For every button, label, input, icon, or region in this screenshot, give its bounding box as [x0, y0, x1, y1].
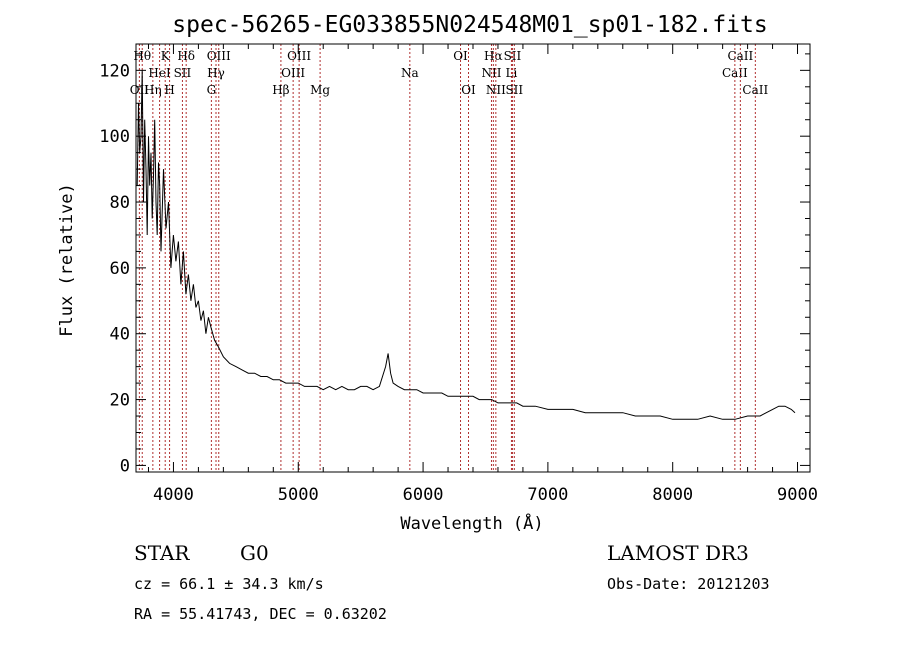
survey-name: LAMOST DR3	[607, 541, 749, 565]
line-marker-label-2: Hη	[144, 83, 162, 97]
object-class: STAR	[134, 541, 190, 565]
obs-date: Obs-Date: 20121203	[607, 575, 770, 593]
line-marker-label-24: CaII	[722, 66, 748, 80]
spectrum-series	[136, 70, 796, 420]
line-marker-label-13: OIII	[287, 49, 311, 63]
line-marker-label-1: Hθ	[133, 49, 151, 63]
line-marker-label-16: OI	[453, 49, 468, 63]
y-tick-label-100: 100	[99, 127, 130, 147]
redshift-cz: cz = 66.1 ± 34.3 km/s	[134, 575, 324, 593]
y-tick-label-60: 60	[110, 259, 130, 279]
x-axis-label: Wavelength (Å)	[400, 512, 543, 534]
spectrum-line-0	[136, 70, 796, 420]
x-tick-label-5000: 5000	[278, 485, 319, 505]
line-marker-label-8: G	[207, 83, 217, 97]
line-marker-label-0: OII	[130, 83, 150, 97]
y-tick-label-20: 20	[110, 391, 130, 411]
y-tick-label-120: 120	[99, 61, 130, 81]
x-tick-label-4000: 4000	[153, 485, 194, 505]
y-tick-label-40: 40	[110, 325, 130, 345]
line-marker-label-6: SII	[174, 66, 192, 80]
line-marker-label-14: Mg	[310, 83, 330, 97]
x-tick-label-7000: 7000	[527, 485, 568, 505]
line-marker-label-15: Na	[401, 66, 419, 80]
line-marker-label-25: CaII	[727, 49, 753, 63]
x-tick-label-6000: 6000	[403, 485, 444, 505]
line-marker-label-23: SII	[505, 83, 523, 97]
x-tick-label-9000: 9000	[777, 485, 818, 505]
line-marker-label-18: NII	[481, 66, 501, 80]
line-marker-label-11: Hβ	[272, 83, 289, 97]
spectral-line-markers: OIIHθHηHeIKHSIIHδGOIIIHγHβOIIIOIIIMgNaOI…	[130, 44, 768, 472]
line-marker-label-19: Hα	[484, 49, 503, 63]
object-subclass: G0	[240, 541, 269, 565]
y-tick-label-0: 0	[120, 456, 130, 476]
chart-title: spec-56265-EG033855N024548M01_sp01-182.f…	[172, 12, 767, 38]
y-axis-label: Flux (relative)	[57, 183, 77, 337]
y-axis-ticks: 0 20 40 60 80 100 120	[99, 53, 810, 476]
line-marker-label-3: HeI	[148, 66, 171, 80]
line-marker-label-9: OIII	[207, 49, 231, 63]
line-marker-label-17: OI	[461, 83, 476, 97]
line-marker-label-26: CaII	[742, 83, 768, 97]
x-axis-ticks: 4000 5000 6000 7000 8000 9000	[147, 44, 818, 505]
line-marker-label-21: Li	[506, 66, 518, 80]
line-marker-label-20: NII	[486, 83, 506, 97]
line-marker-label-4: K	[161, 49, 171, 63]
x-tick-label-8000: 8000	[652, 485, 693, 505]
plot-frame	[135, 43, 811, 473]
y-tick-label-80: 80	[110, 193, 130, 213]
line-marker-label-22: SII	[504, 49, 522, 63]
line-marker-label-10: Hγ	[207, 66, 225, 80]
line-marker-label-5: H	[164, 83, 174, 97]
ra-dec-coordinates: RA = 55.41743, DEC = 0.63202	[134, 605, 387, 623]
line-marker-label-7: Hδ	[177, 49, 195, 63]
line-marker-label-12: OIII	[281, 66, 305, 80]
